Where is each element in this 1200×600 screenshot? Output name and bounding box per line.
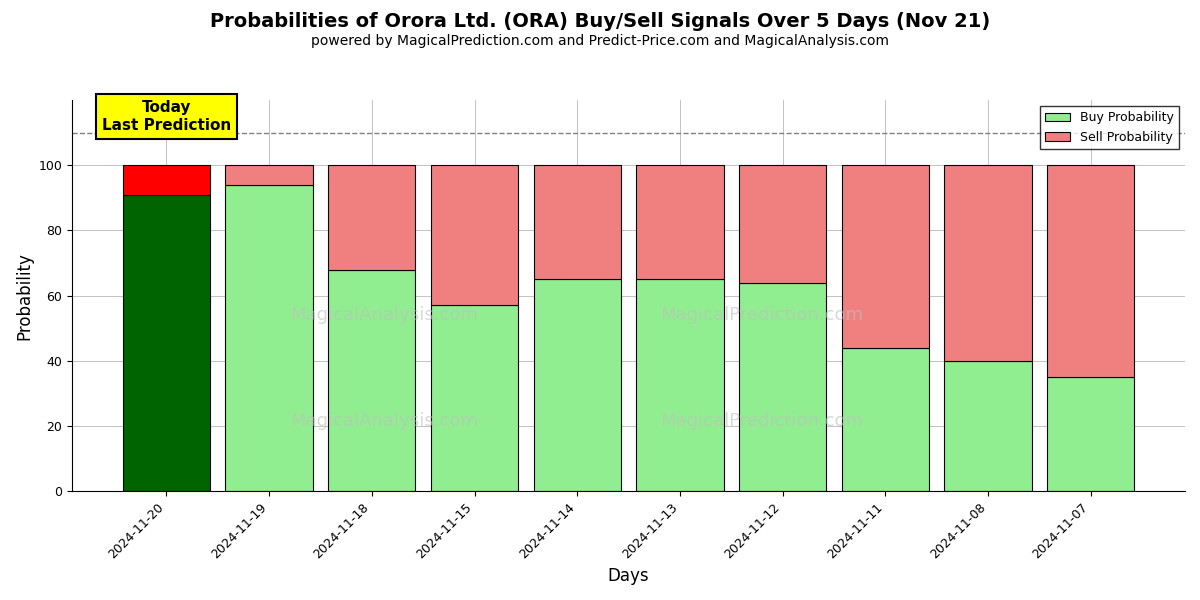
Legend: Buy Probability, Sell Probability: Buy Probability, Sell Probability <box>1040 106 1178 149</box>
Bar <box>122 165 210 194</box>
Bar <box>1048 377 1134 491</box>
Bar <box>328 165 415 269</box>
Bar <box>739 165 827 283</box>
Bar <box>636 165 724 280</box>
Bar <box>431 305 518 491</box>
Bar <box>636 280 724 491</box>
Bar <box>534 280 620 491</box>
Bar <box>328 269 415 491</box>
Text: MagicalAnalysis.com: MagicalAnalysis.com <box>290 412 478 430</box>
Text: Probabilities of Orora Ltd. (ORA) Buy/Sell Signals Over 5 Days (Nov 21): Probabilities of Orora Ltd. (ORA) Buy/Se… <box>210 12 990 31</box>
X-axis label: Days: Days <box>607 567 649 585</box>
Bar <box>1048 165 1134 377</box>
Y-axis label: Probability: Probability <box>16 252 34 340</box>
Bar <box>122 194 210 491</box>
Text: MagicalAnalysis.com: MagicalAnalysis.com <box>290 306 478 324</box>
Bar <box>944 361 1032 491</box>
Bar <box>431 165 518 305</box>
Bar <box>226 185 313 491</box>
Bar <box>534 165 620 280</box>
Bar <box>944 165 1032 361</box>
Bar <box>226 165 313 185</box>
Text: MagicalPrediction.com: MagicalPrediction.com <box>661 412 864 430</box>
Bar <box>841 165 929 348</box>
Text: powered by MagicalPrediction.com and Predict-Price.com and MagicalAnalysis.com: powered by MagicalPrediction.com and Pre… <box>311 34 889 48</box>
Text: Today
Last Prediction: Today Last Prediction <box>102 100 232 133</box>
Bar <box>841 348 929 491</box>
Bar <box>739 283 827 491</box>
Text: MagicalPrediction.com: MagicalPrediction.com <box>661 306 864 324</box>
